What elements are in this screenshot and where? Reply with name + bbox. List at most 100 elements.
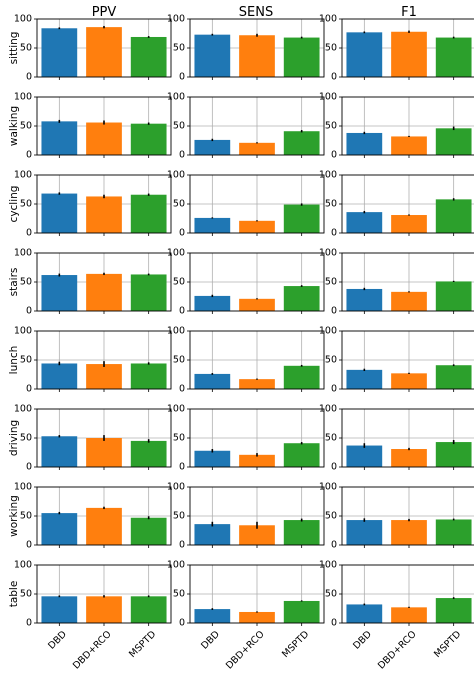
x-tick-label-dbd: DBD	[46, 629, 69, 652]
bar-msptd	[283, 37, 320, 77]
panel-walking-f1: 0 50 100	[319, 92, 474, 161]
y-tick-label: 50	[325, 277, 337, 288]
y-tick-label: 50	[20, 433, 32, 444]
bar-dbd	[194, 217, 231, 233]
panel-stairs-ppv: 0 50 100	[14, 248, 172, 317]
row-label-table: table	[8, 581, 20, 608]
y-tick-label: 100	[319, 326, 337, 337]
bar-dbd	[194, 450, 231, 467]
panel-cycling-sens: 0 50 100	[167, 170, 325, 239]
y-tick-label: 0	[26, 228, 32, 239]
row-label-sitting: sitting	[8, 32, 20, 65]
y-tick-label: 100	[14, 404, 32, 415]
bar-msptd	[283, 600, 320, 623]
y-tick-label: 100	[319, 248, 337, 259]
x-tick-label-dbd-rco: DBD+RCO	[224, 629, 267, 672]
bar-msptd	[130, 123, 167, 155]
x-tick-label-dbd-rco: DBD+RCO	[71, 629, 114, 672]
y-tick-label: 0	[26, 150, 32, 161]
y-tick-label: 50	[20, 43, 32, 54]
y-tick-label: 50	[20, 355, 32, 366]
bar-dbd-rco	[86, 364, 122, 389]
bar-dbd	[41, 121, 78, 155]
panel-lunch-ppv: 0 50 100	[14, 326, 172, 395]
bar-msptd	[283, 520, 320, 545]
bar-dbd	[41, 513, 78, 545]
bar-dbd-rco	[391, 291, 427, 311]
bar-dbd-rco	[391, 136, 427, 155]
panel-sitting-ppv: 0 50 100	[14, 14, 172, 83]
bar-dbd	[346, 132, 383, 155]
bar-msptd	[283, 204, 320, 233]
bar-dbd	[346, 445, 383, 467]
y-tick-label: 0	[331, 306, 337, 317]
y-tick-label: 100	[167, 482, 185, 493]
y-tick-label: 100	[14, 170, 32, 181]
y-tick-label: 0	[331, 540, 337, 551]
bar-dbd	[194, 373, 231, 389]
y-tick-label: 50	[325, 589, 337, 600]
x-tick-label-dbd: DBD	[351, 629, 374, 652]
panel-stairs-sens: 0 50 100	[167, 248, 325, 317]
bar-dbd	[194, 609, 231, 623]
y-tick-label: 0	[331, 618, 337, 629]
y-tick-label: 0	[26, 462, 32, 473]
row-label-walking: walking	[8, 106, 20, 146]
panel-cycling-f1: 0 50 100	[319, 170, 474, 239]
y-tick-label: 0	[179, 150, 185, 161]
bar-dbd-rco	[391, 215, 427, 233]
y-tick-label: 50	[325, 355, 337, 366]
y-tick-label: 100	[319, 560, 337, 571]
y-tick-label: 0	[26, 72, 32, 83]
y-tick-label: 100	[167, 92, 185, 103]
bar-msptd	[130, 596, 167, 623]
bar-msptd	[130, 274, 167, 311]
bar-msptd	[283, 443, 320, 467]
bar-dbd-rco	[239, 35, 275, 77]
bar-dbd-rco	[239, 525, 275, 545]
y-tick-label: 100	[319, 404, 337, 415]
bar-dbd	[346, 32, 383, 77]
bar-msptd	[130, 363, 167, 389]
y-tick-label: 0	[26, 384, 32, 395]
bar-dbd-rco	[239, 142, 275, 155]
x-tick-label-dbd: DBD	[199, 629, 222, 652]
row-label-cycling: cycling	[8, 186, 20, 223]
panel-lunch-sens: 0 50 100	[167, 326, 325, 395]
x-tick-label-msptd: MSPTD	[280, 629, 311, 660]
column-title-ppv: PPV	[92, 5, 117, 20]
bar-dbd	[346, 288, 383, 311]
y-tick-label: 0	[179, 228, 185, 239]
row-label-stairs: stairs	[8, 268, 20, 297]
y-tick-label: 50	[173, 199, 185, 210]
bar-dbd	[41, 275, 78, 311]
bar-msptd	[435, 199, 472, 233]
bar-dbd	[41, 193, 78, 233]
bar-msptd	[130, 36, 167, 77]
y-tick-label: 50	[20, 589, 32, 600]
bar-msptd	[435, 365, 472, 389]
bar-dbd-rco	[86, 122, 122, 155]
bar-dbd-rco	[86, 196, 122, 233]
bar-dbd-rco	[239, 454, 275, 467]
bar-dbd-rco	[391, 373, 427, 389]
column-title-f1: F1	[401, 5, 417, 20]
y-tick-label: 50	[325, 121, 337, 132]
y-tick-label: 100	[14, 482, 32, 493]
bar-dbd-rco	[239, 298, 275, 311]
bar-dbd	[194, 295, 231, 311]
bar-dbd-rco	[86, 438, 122, 467]
bar-dbd-rco	[391, 31, 427, 77]
bar-msptd	[435, 598, 472, 623]
bar-msptd	[130, 194, 167, 233]
y-tick-label: 0	[26, 540, 32, 551]
y-tick-label: 50	[173, 43, 185, 54]
y-tick-label: 0	[331, 228, 337, 239]
bar-dbd	[346, 369, 383, 389]
bar-msptd	[283, 365, 320, 389]
bar-dbd-rco	[86, 596, 122, 623]
bar-dbd	[41, 363, 78, 389]
bar-dbd	[194, 524, 231, 545]
y-tick-label: 50	[173, 355, 185, 366]
panel-sitting-f1: 0 50 100	[319, 14, 474, 83]
